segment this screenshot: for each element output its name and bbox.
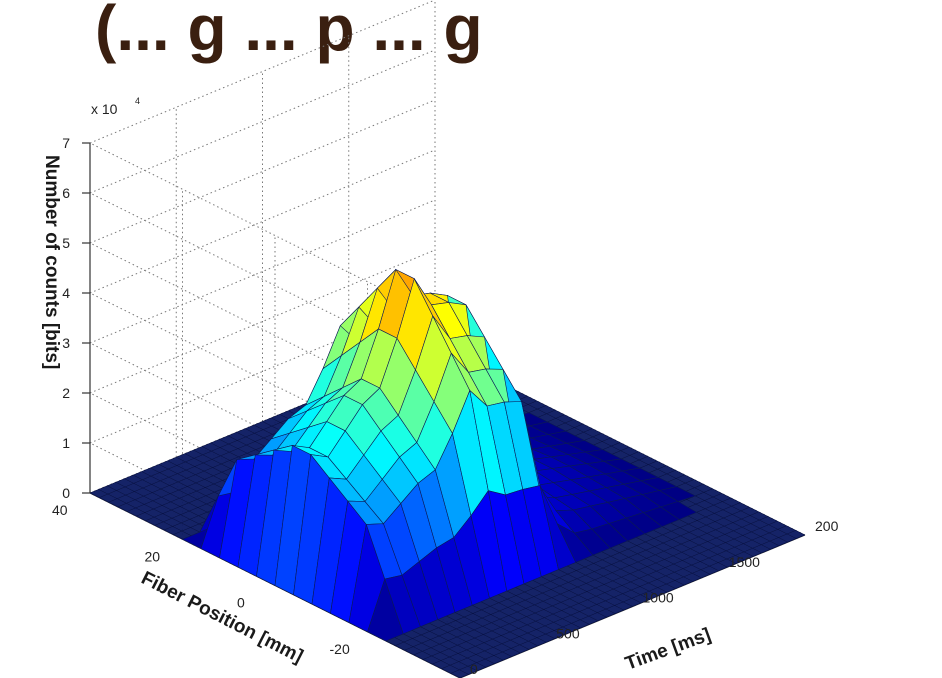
surface-patch: [658, 486, 697, 502]
z-tick-label: 4: [62, 285, 70, 301]
floor-mesh-line: [441, 525, 787, 669]
z-tick-label: 6: [62, 185, 70, 201]
floor-mesh-line: [422, 516, 769, 660]
z-exponent-power: 4: [135, 96, 140, 106]
y-tick-label: 40: [52, 502, 68, 518]
z-tick-label: 2: [62, 385, 70, 401]
grid-line: [89, 49, 436, 194]
z-tick-label: 1: [62, 435, 70, 451]
z-tick-label: 5: [62, 235, 70, 251]
z-axis-label: Number of counts [bits]: [41, 155, 62, 369]
z-tick-label: 7: [62, 135, 70, 151]
floor-mesh-line: [459, 534, 806, 678]
x-tick-label: 0: [470, 661, 478, 677]
y-tick-label: -20: [330, 641, 350, 657]
grid-line: [89, 249, 436, 394]
floor-mesh-line: [450, 530, 796, 674]
grid-line: [89, 199, 436, 344]
y-tick-label: 0: [237, 595, 245, 611]
z-tick-label: 3: [62, 335, 70, 351]
x-axis-label: Time [ms]: [623, 624, 714, 674]
grid-line: [89, 0, 436, 144]
floor-mesh-line: [432, 520, 778, 665]
x-tick-label: 1500: [729, 554, 760, 570]
surface-patch: [660, 501, 698, 520]
floor-mesh-line: [395, 502, 741, 646]
surface-plot: [181, 268, 698, 642]
title-fragment: (... g ... p ... g: [95, 0, 483, 64]
z-tick-label: 0: [62, 485, 70, 501]
grid-line: [89, 99, 436, 244]
x-tick-label: 1000: [643, 590, 674, 606]
floor-mesh-line: [404, 507, 750, 651]
z-exponent-label: x 10: [91, 101, 118, 117]
x-tick-label: 500: [556, 625, 580, 641]
grid-line: [89, 149, 436, 294]
y-tick-label: 20: [145, 548, 161, 564]
x-tick-label: 200: [815, 518, 839, 534]
floor-mesh-line: [413, 511, 759, 656]
